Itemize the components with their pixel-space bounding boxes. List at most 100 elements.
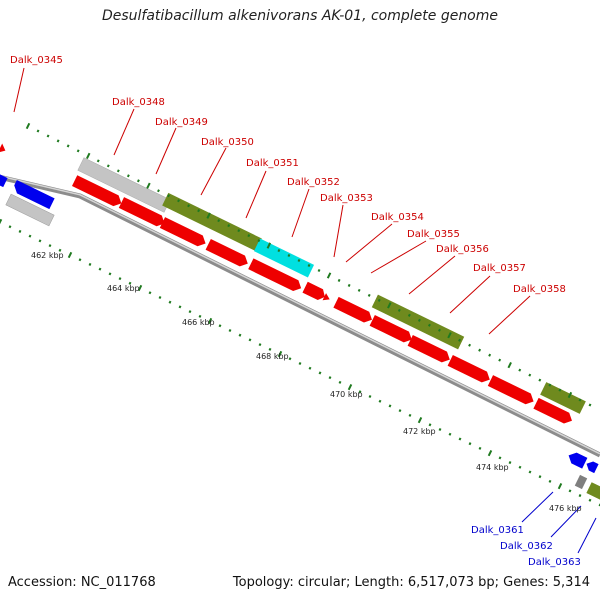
tick-mark [447,332,452,339]
leader-lines-blue [521,491,597,554]
gene-box[interactable] [162,192,262,252]
tick-mark [126,174,130,178]
tick-mark [258,343,262,347]
gene-label[interactable]: Dalk_0350 [201,137,254,148]
gene-label[interactable]: Dalk_0349 [155,117,208,128]
gene-label[interactable]: Dalk_0358 [513,284,566,295]
scale-label: 474 kbp [476,463,509,472]
tick-mark [518,368,522,372]
tick-mark [317,268,321,272]
gene-arrow[interactable] [248,258,304,293]
tick-mark [158,295,162,299]
gene-label[interactable]: Dalk_0351 [246,158,299,169]
tick-mark [378,399,382,403]
genome-title: Desulfatibacillum alkenivorans AK-01, co… [101,8,499,24]
scale-label: 466 kbp [182,318,215,327]
tick-mark [347,383,353,391]
tick-mark [438,328,441,332]
tick-mark [478,348,482,352]
tick-mark [387,302,392,309]
gene-arrow[interactable] [0,143,8,156]
gene-label[interactable]: Dalk_0345 [10,55,63,66]
tick-mark [578,398,582,402]
tick-mark [548,479,552,483]
gene-label[interactable]: Dalk_0356 [436,244,489,255]
tick-mark [488,353,492,357]
scale-label: 464 kbp [107,284,140,293]
gene-label[interactable]: Dalk_0352 [287,177,340,188]
scale-label: 472 kbp [403,427,436,436]
gene-label[interactable]: Dalk_0357 [473,263,526,274]
tick-mark [588,498,592,502]
gene-label[interactable]: Dalk_0361 [471,525,524,536]
tick-mark [368,394,372,399]
gene-arrow[interactable] [159,217,208,249]
tick-mark [106,164,110,168]
tick-mark [128,281,132,285]
gene-arrow[interactable] [584,459,599,474]
gene-label[interactable]: Dalk_0362 [500,541,553,552]
tick-mark [38,239,42,243]
tick-mark [28,234,32,238]
gene-arrow[interactable] [407,334,453,365]
gene-arrow[interactable] [333,296,374,325]
tick-mark [36,129,40,133]
tick-mark [518,465,522,469]
gene-box[interactable] [586,482,600,502]
tick-mark [238,333,242,337]
tick-mark [58,248,62,252]
gene-arrow[interactable] [487,375,536,407]
gene-box[interactable] [371,294,465,350]
gene-box[interactable] [253,238,315,278]
tick-mark [558,388,562,392]
tick-mark [538,475,542,479]
tick-mark [168,300,172,304]
gene-arrow[interactable] [302,281,327,302]
tick-mark [407,313,411,317]
gene-box[interactable] [574,474,588,490]
gene-label[interactable]: Dalk_0353 [320,193,373,204]
tick-mark [86,152,91,160]
tick-mark [287,254,291,258]
tick-mark [277,350,283,358]
gene-label[interactable]: Dalk_0354 [371,212,424,223]
tick-mark [388,404,392,408]
tick-mark [508,461,512,465]
gene-arrow[interactable] [118,197,167,229]
tick-mark [178,305,182,309]
tick-mark [78,258,82,262]
gene-label[interactable]: Dalk_0348 [112,97,165,108]
tick-mark [188,310,192,314]
tick-mark [538,378,542,382]
tick-mark [428,323,431,327]
tick-mark [217,219,221,223]
tick-mark [377,298,381,302]
tick-mark [167,194,170,198]
tick-mark [88,262,92,266]
tick-mark [8,225,12,229]
tick-mark [198,314,202,318]
gene-arrow[interactable] [322,293,332,303]
gene-box[interactable] [540,382,586,414]
gene-arrow[interactable] [566,450,588,469]
tick-mark [247,234,251,238]
accession-text: Accession: NC_011768 [8,575,156,590]
gene-arrow[interactable] [205,238,251,269]
scale-label: 470 kbp [330,390,363,399]
gene-arrow[interactable] [533,397,574,426]
gene-label[interactable]: Dalk_0363 [528,557,581,568]
gene-arrow[interactable] [72,175,124,209]
gene-arrow[interactable] [447,354,493,385]
scale-label: 462 kbp [31,251,64,260]
gene-arrow[interactable] [369,314,415,345]
gene-arrow[interactable] [0,171,8,188]
gene-box[interactable] [5,193,55,227]
tick-mark [417,416,423,424]
gene-arrow[interactable] [12,179,55,210]
tick-mark [237,229,241,233]
tick-mark [56,139,60,143]
gene-label[interactable]: Dalk_0355 [407,229,460,240]
tick-mark [498,456,502,460]
tick-mark [458,437,462,441]
tick-mark [397,308,401,312]
